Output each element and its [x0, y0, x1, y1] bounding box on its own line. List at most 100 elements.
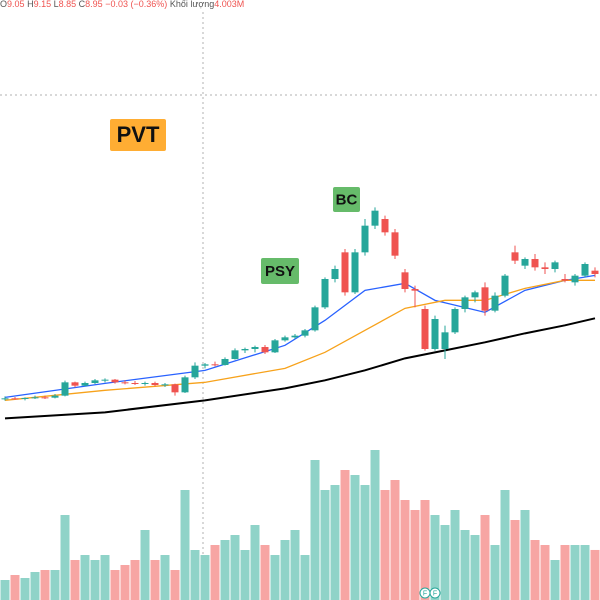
candle-body — [101, 379, 109, 381]
volume-bar — [430, 515, 440, 600]
volume-bar — [410, 510, 420, 600]
volume-bar — [270, 555, 280, 600]
candles — [1, 207, 599, 401]
volume-bar — [180, 490, 190, 600]
volume-bar — [60, 515, 70, 600]
close-value: 8.95 — [85, 0, 103, 9]
candle-body — [221, 359, 229, 365]
candle-body — [231, 350, 239, 359]
annotations: PVT BC PSY F F — [110, 119, 441, 599]
low-label: L — [54, 0, 59, 9]
candle-body — [381, 219, 389, 233]
volume-bar — [570, 545, 580, 600]
candle-body — [571, 275, 579, 283]
candle-body — [201, 364, 209, 366]
candle-body — [441, 332, 449, 349]
candle-body — [91, 380, 99, 383]
volume-bar — [130, 560, 140, 600]
candle-body — [41, 397, 49, 399]
volume-bar — [400, 500, 410, 600]
candle-body — [471, 292, 479, 298]
volume-pane — [0, 450, 600, 600]
moving-average — [4, 317, 596, 420]
volume-bar — [140, 530, 150, 600]
candle-body — [321, 279, 329, 308]
candle-body — [181, 377, 189, 393]
volume-bar — [390, 480, 400, 600]
candle-body — [31, 397, 39, 399]
volume-bar — [110, 570, 120, 600]
volume-bar — [350, 475, 360, 600]
candle-body — [531, 259, 539, 268]
moving-average — [4, 274, 596, 398]
volume-bar — [530, 540, 540, 600]
volume-bar — [120, 565, 130, 600]
candle-body — [401, 272, 409, 289]
candle-body — [541, 267, 549, 269]
volume-bar — [490, 545, 500, 600]
volume-bar — [590, 549, 600, 600]
volume-bar — [20, 578, 30, 600]
candle-body — [291, 335, 299, 338]
candle-body — [281, 337, 289, 341]
volume-bar — [310, 460, 320, 600]
volume-bar — [240, 550, 250, 600]
candle-body — [251, 347, 259, 349]
candle-body — [461, 297, 469, 309]
candle-body — [551, 262, 559, 269]
annotation-box — [261, 258, 299, 284]
event-label: F — [433, 590, 437, 597]
annotation-text: PVT — [117, 122, 160, 147]
volume-bar — [220, 540, 230, 600]
volume-bar — [50, 570, 60, 600]
annotation-text: PSY — [265, 263, 295, 280]
volume-bar — [30, 572, 40, 600]
candle-body — [141, 383, 149, 384]
candle-body — [411, 289, 419, 291]
candle-body — [71, 382, 79, 386]
candle-body — [11, 398, 19, 400]
candle-body — [161, 384, 169, 386]
candle-body — [171, 384, 179, 393]
volume-bar — [330, 485, 340, 600]
volume-bar — [560, 545, 570, 600]
candle-body — [241, 349, 249, 351]
volume-bar — [210, 545, 220, 600]
volume-bar — [190, 550, 200, 600]
volume-bar — [500, 490, 510, 600]
low-value: 8.85 — [59, 0, 77, 9]
candle-body — [361, 225, 369, 253]
open-label: O — [0, 0, 7, 9]
volume-bar — [260, 545, 270, 600]
volume-bar — [250, 525, 260, 600]
candle-body — [211, 364, 219, 366]
candle-body — [1, 398, 9, 400]
candle-body — [431, 319, 439, 349]
volume-value: 4.003M — [214, 0, 244, 9]
volume-bar — [510, 520, 520, 600]
volume-bar — [290, 530, 300, 600]
candle-body — [561, 279, 569, 281]
candle-body — [261, 347, 269, 353]
volume-bar — [470, 535, 480, 600]
candle-body — [481, 287, 489, 311]
volume-bar — [450, 510, 460, 600]
candle-body — [301, 330, 309, 336]
candle-body — [111, 379, 119, 383]
header: O9.05 H9.15 L8.85 C8.95 −0.03 (−0.36%) K… — [0, 0, 244, 9]
volume-bar — [160, 555, 170, 600]
volume-bar — [460, 530, 470, 600]
volume-label: Khối lượng — [170, 0, 214, 9]
candle-body — [131, 383, 139, 384]
candle-body — [121, 382, 129, 384]
candle-body — [61, 382, 69, 396]
candle-body — [21, 398, 29, 399]
annotation-box — [333, 187, 360, 212]
candle-body — [81, 383, 89, 386]
volume-bar — [370, 450, 380, 600]
volume-bar — [230, 535, 240, 600]
volume-bar — [540, 545, 550, 600]
volume-bar — [580, 545, 590, 600]
